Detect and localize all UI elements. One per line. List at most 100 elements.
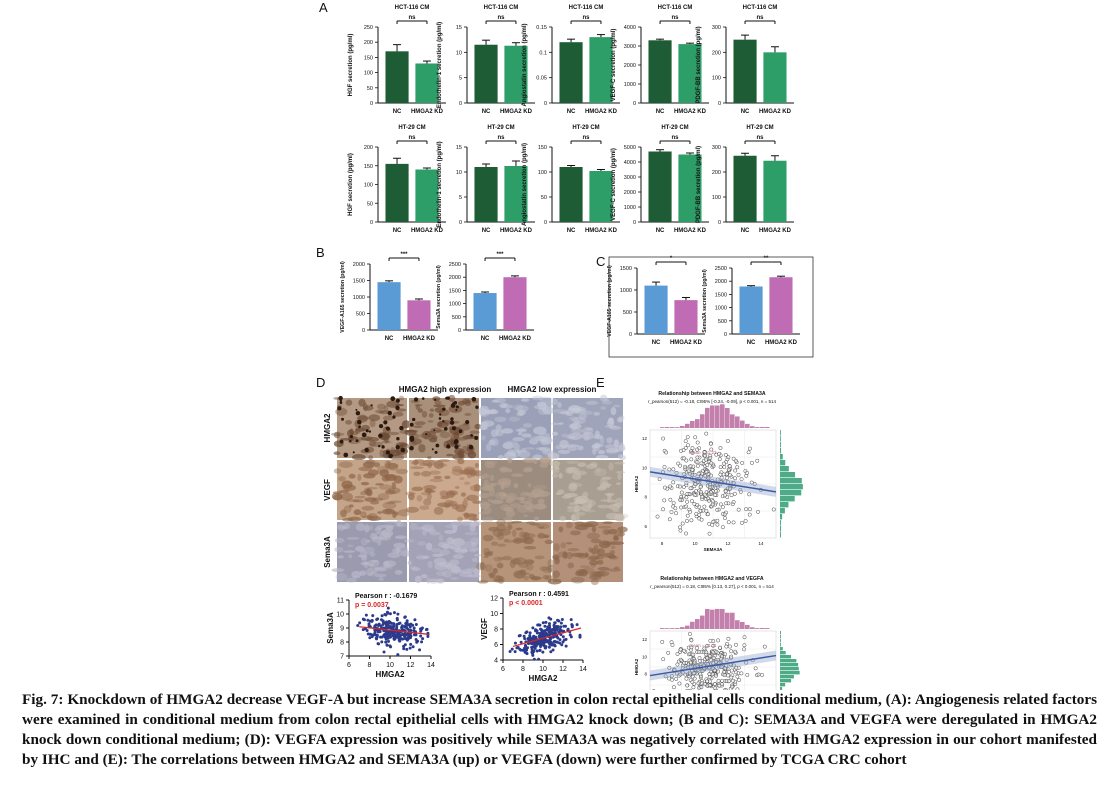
tcga-point <box>661 436 666 441</box>
histogram-bar <box>740 622 745 629</box>
ihc-cell <box>448 490 458 496</box>
ihc-cell <box>533 426 547 435</box>
tcga-point <box>695 455 700 460</box>
ihc-cell <box>436 421 449 428</box>
tcga-point <box>716 638 721 643</box>
scatter-point <box>425 627 429 631</box>
tcga-point <box>730 684 735 689</box>
tcga-point <box>710 522 715 527</box>
ihc-cell <box>509 559 516 569</box>
ihc-cell <box>455 504 467 513</box>
y-axis-label: VEGF-C secretion (pg/ml) <box>611 148 617 221</box>
ihc-cell <box>577 445 584 451</box>
ihc-cell <box>502 516 513 523</box>
ihc-cell <box>607 568 621 572</box>
ihc-cell <box>570 530 581 536</box>
histogram-bar <box>750 426 755 428</box>
tcga-point <box>685 688 689 690</box>
tcga-point <box>731 520 736 525</box>
scatter-point <box>376 630 380 634</box>
scatter-point <box>564 637 568 641</box>
ihc-cell <box>531 488 545 497</box>
y-tick-label: 9 <box>340 626 344 633</box>
ihc-cell <box>343 550 356 553</box>
y-tick-label: 1500 <box>449 288 461 294</box>
ihc-cell <box>496 524 507 532</box>
ihc-cell <box>458 469 472 475</box>
tcga-point <box>692 660 697 665</box>
ihc-cell <box>552 469 560 474</box>
tcga-point <box>694 646 699 651</box>
ihc-cell <box>398 546 409 553</box>
scatter-point <box>532 657 536 661</box>
scatter-point <box>552 624 556 628</box>
histogram-bar <box>780 647 783 651</box>
y-tick-label: 150 <box>364 164 373 170</box>
ihc-cell <box>567 505 574 510</box>
bar-nc <box>474 167 498 222</box>
ihc-cell <box>391 482 397 490</box>
ihc-nucleus <box>388 454 393 459</box>
ihc-cell <box>434 400 442 406</box>
histogram-bar <box>780 643 781 647</box>
ihc-cell <box>597 504 610 509</box>
histogram-bar <box>780 502 789 508</box>
tcga-point <box>705 679 710 684</box>
ihc-cell <box>429 408 435 412</box>
tcga-point <box>662 464 667 469</box>
y-tick-label: 4000 <box>624 25 636 31</box>
tcga-point <box>745 672 750 677</box>
ihc-cell <box>552 570 561 578</box>
histogram-bar <box>765 426 770 428</box>
y-tick-label: 0 <box>633 220 636 226</box>
ihc-cell <box>394 570 403 575</box>
scatter-plot: 6 8 10 12 14 7 8 9 10 11 HMGA2 Sema3A Pearson r : -0… <box>326 593 435 679</box>
scatter-point <box>534 628 538 632</box>
ihc-cell <box>453 545 462 553</box>
y-tick-label: 12 <box>642 436 648 441</box>
ihc-cell <box>333 451 341 456</box>
y-tick-label: 1000 <box>449 302 461 308</box>
tcga-point <box>689 457 694 462</box>
ihc-cell <box>449 437 456 446</box>
bar-hmga2-kd <box>674 300 698 334</box>
ihc-cell <box>370 500 380 505</box>
x-tick-label: HMGA2 KD <box>765 340 798 346</box>
y-tick-label: 150 <box>538 145 547 151</box>
ihc-cell <box>617 472 622 481</box>
bar-hmga2-kd <box>503 277 527 330</box>
x-tick-label: HMGA2 KD <box>500 109 533 115</box>
ihc-cell <box>542 406 555 415</box>
ihc-cell <box>566 460 579 464</box>
ihc-cell <box>433 506 444 515</box>
ihc-cell <box>413 425 423 428</box>
ihc-cell <box>380 524 395 529</box>
ihc-cell <box>438 541 448 548</box>
ihc-cell <box>593 434 604 440</box>
significance-label: ns <box>756 135 764 141</box>
tcga-point <box>703 453 708 458</box>
ihc-cell <box>614 445 626 452</box>
bar-chart-A: HT-29 CM 0 5 10 15 Endothelin-1 secretion (pg… <box>437 125 535 234</box>
ihc-cell <box>595 454 609 459</box>
ihc-row-label: Sema3A <box>323 536 332 568</box>
tcga-point <box>729 493 734 498</box>
x-tick-label: NC <box>482 228 491 234</box>
ihc-cell <box>515 428 527 432</box>
y-axis-label: HMGA2 <box>634 475 639 492</box>
ihc-cell <box>568 482 578 490</box>
ihc-cell <box>429 531 442 536</box>
ihc-cell <box>370 570 378 575</box>
ihc-cell <box>403 539 415 543</box>
tcga-point <box>743 519 748 523</box>
scatter-point <box>522 634 526 638</box>
tcga-point <box>671 467 676 472</box>
y-tick-label: 0 <box>370 101 373 107</box>
ihc-cell <box>411 461 419 465</box>
scatter-point <box>536 640 540 644</box>
ihc-cell <box>395 468 409 475</box>
ihc-cell <box>489 474 495 482</box>
ihc-cell <box>333 431 341 439</box>
ihc-cell <box>446 492 458 496</box>
tcga-point <box>722 493 727 498</box>
